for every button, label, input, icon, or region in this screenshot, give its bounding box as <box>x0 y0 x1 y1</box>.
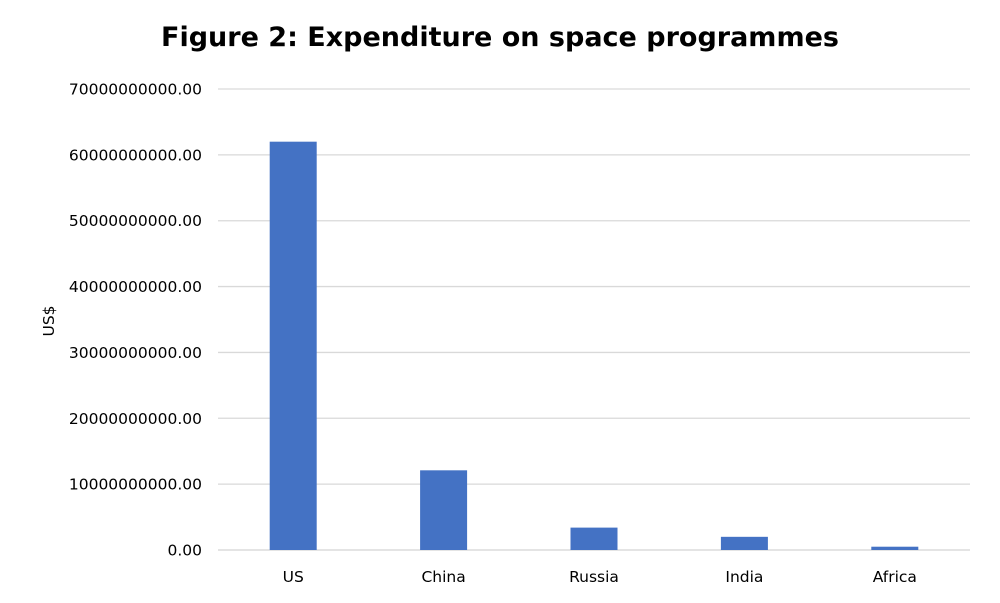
x-tick-label: Africa <box>873 568 917 586</box>
y-tick-label: 40000000000.00 <box>69 278 202 296</box>
chart-title: Figure 2: Expenditure on space programme… <box>161 22 839 53</box>
bar-china <box>420 470 468 550</box>
y-axis-title: US$ <box>40 305 58 336</box>
y-axis-tick-labels: 0.00 10000000000.00 20000000000.00 30000000… <box>69 81 202 560</box>
bar-india <box>720 536 768 550</box>
y-tick-label: 0.00 <box>167 542 202 560</box>
x-tick-label: Russia <box>569 568 619 586</box>
y-tick-label: 50000000000.00 <box>69 212 202 230</box>
bars <box>269 141 919 550</box>
y-tick-label: 70000000000.00 <box>69 81 202 99</box>
gridlines <box>218 88 970 551</box>
x-tick-label: US <box>283 568 304 586</box>
bar-russia <box>570 527 618 550</box>
y-tick-label: 20000000000.00 <box>69 410 202 428</box>
bar-us <box>269 141 317 550</box>
x-axis-tick-labels: US China Russia India Africa <box>283 568 917 586</box>
x-tick-label: India <box>725 568 763 586</box>
y-tick-label: 60000000000.00 <box>69 146 202 164</box>
x-tick-label: China <box>421 568 465 586</box>
y-tick-label: 10000000000.00 <box>69 476 202 494</box>
bar-africa <box>871 546 919 550</box>
y-tick-label: 30000000000.00 <box>69 344 202 362</box>
